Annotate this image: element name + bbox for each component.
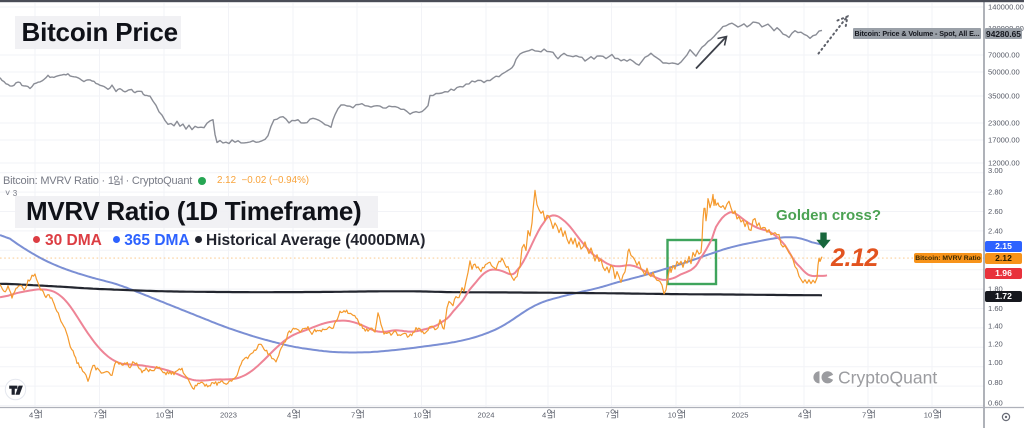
svg-text:4: 4 bbox=[542, 411, 546, 420]
svg-text:12000.00: 12000.00 bbox=[988, 159, 1020, 168]
svg-text:4: 4 bbox=[798, 411, 802, 420]
svg-text:1.60: 1.60 bbox=[988, 304, 1003, 313]
svg-text:10: 10 bbox=[156, 411, 164, 420]
svg-text:2023: 2023 bbox=[220, 411, 237, 420]
svg-text:1.20: 1.20 bbox=[988, 340, 1003, 349]
svg-text:2025: 2025 bbox=[732, 411, 749, 420]
svg-text:23000.00: 23000.00 bbox=[988, 119, 1020, 128]
svg-text:2024: 2024 bbox=[478, 411, 495, 420]
svg-text:7: 7 bbox=[94, 411, 98, 420]
svg-text:2.60: 2.60 bbox=[988, 207, 1003, 216]
svg-text:1.00: 1.00 bbox=[988, 358, 1003, 367]
svg-text:4: 4 bbox=[29, 411, 33, 420]
svg-text:10: 10 bbox=[668, 411, 676, 420]
svg-text:50000.00: 50000.00 bbox=[988, 68, 1020, 77]
svg-text:0.80: 0.80 bbox=[988, 378, 1003, 387]
svg-text:7: 7 bbox=[606, 411, 610, 420]
svg-text:2.40: 2.40 bbox=[988, 227, 1003, 236]
svg-text:2.80: 2.80 bbox=[988, 188, 1003, 197]
svg-text:140000.00: 140000.00 bbox=[988, 3, 1024, 12]
svg-text:70000.00: 70000.00 bbox=[988, 51, 1020, 60]
svg-text:1.40: 1.40 bbox=[988, 322, 1003, 331]
svg-text:17000.00: 17000.00 bbox=[988, 136, 1020, 145]
svg-text:1.80: 1.80 bbox=[988, 285, 1003, 294]
svg-text:CryptoQuant: CryptoQuant bbox=[838, 368, 937, 388]
svg-text:3.00: 3.00 bbox=[988, 166, 1003, 175]
svg-text:35000.00: 35000.00 bbox=[988, 92, 1020, 101]
svg-text:7: 7 bbox=[862, 411, 866, 420]
svg-text:10: 10 bbox=[413, 411, 421, 420]
svg-text:4: 4 bbox=[287, 411, 291, 420]
svg-text:7: 7 bbox=[351, 411, 355, 420]
svg-text:10: 10 bbox=[924, 411, 932, 420]
svg-text:0.60: 0.60 bbox=[988, 399, 1003, 408]
